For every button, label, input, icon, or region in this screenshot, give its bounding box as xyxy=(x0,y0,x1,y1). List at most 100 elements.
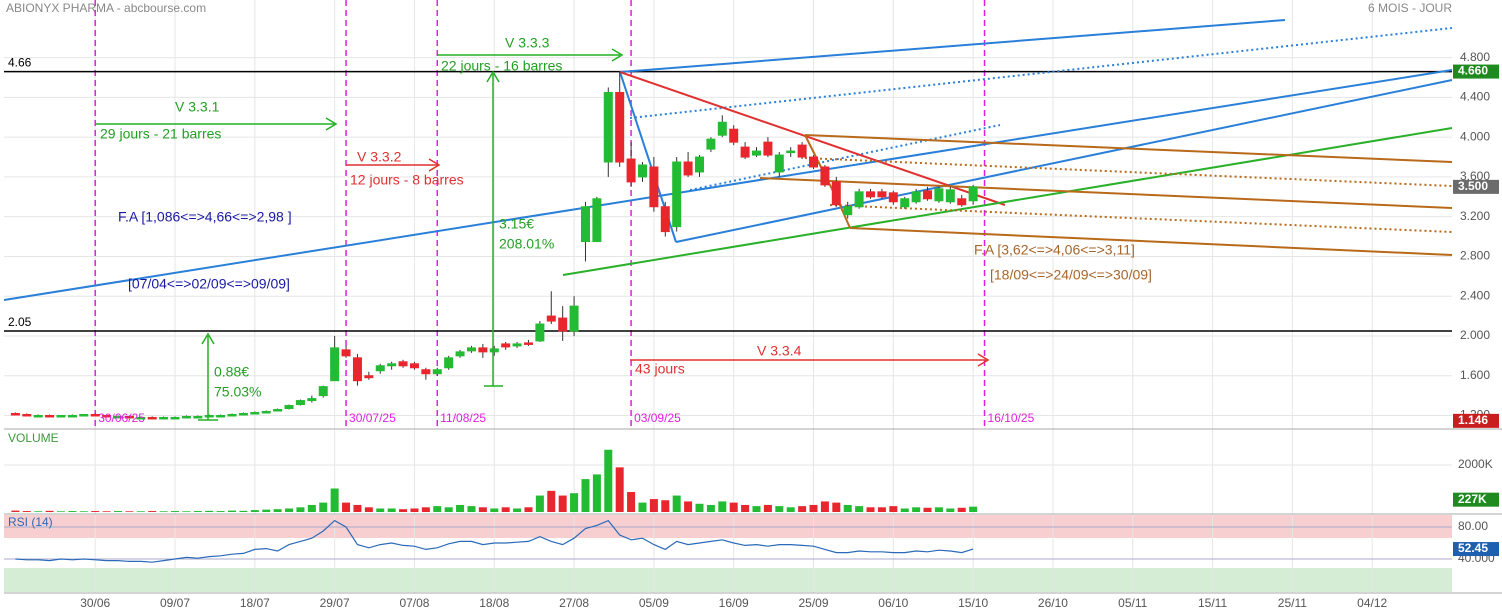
candle-body xyxy=(444,357,454,369)
annotation: F.A [3,62<=>4,06<=>3,11] xyxy=(974,242,1135,258)
candle-body xyxy=(489,348,499,353)
candle-body xyxy=(512,343,522,347)
candle-body xyxy=(409,363,419,369)
candle-body xyxy=(330,347,340,382)
volume-bar xyxy=(342,502,351,512)
candle-body xyxy=(683,161,693,176)
candle-body xyxy=(432,369,442,375)
candle-body xyxy=(398,361,408,367)
volume-bar xyxy=(57,511,66,512)
x-tick-label: 30/06 xyxy=(80,596,110,610)
candle-body xyxy=(672,161,682,228)
volume-bar xyxy=(148,511,157,512)
candle-body xyxy=(307,398,317,402)
y-tick-label: 1.600 xyxy=(1460,368,1490,382)
candle-body xyxy=(888,192,898,203)
volume-bar xyxy=(900,508,909,512)
volume-bar xyxy=(205,510,214,512)
x-tick-label: 05/09 xyxy=(639,596,669,610)
last-price-badge xyxy=(1453,179,1499,194)
volume-bar xyxy=(786,507,795,512)
volume-bar xyxy=(410,508,419,512)
candle-body xyxy=(159,416,169,420)
rsi-badge xyxy=(1453,542,1499,557)
y-tick-label: 2000K xyxy=(1458,457,1493,471)
candle-body xyxy=(364,375,374,379)
x-tick-label: 15/10 xyxy=(958,596,988,610)
hline-label: 2.05 xyxy=(8,315,32,329)
volume-bar xyxy=(102,511,111,512)
rsi-badge-label: 52.45 xyxy=(1458,541,1488,555)
candle-body xyxy=(615,91,625,163)
candle-body xyxy=(261,411,271,414)
volume-bar xyxy=(239,510,248,512)
candle-body xyxy=(33,414,43,418)
candle-body xyxy=(136,416,146,420)
volume-bar xyxy=(763,504,772,512)
x-tick-label: 16/09 xyxy=(719,596,749,610)
candle-body xyxy=(729,128,739,143)
volume-bar xyxy=(364,507,373,512)
annotation: 29 jours - 21 barres xyxy=(100,126,221,142)
y-tick-label: 4.400 xyxy=(1460,90,1490,104)
volume-bar xyxy=(330,488,339,512)
volume-bar xyxy=(193,511,202,512)
candle-body xyxy=(295,400,305,406)
volume-bar xyxy=(524,507,533,512)
volume-badge xyxy=(1453,492,1499,507)
volume-bar xyxy=(923,507,932,512)
candle-body xyxy=(466,347,476,352)
volume-bar xyxy=(832,502,841,512)
vline-label: 03/09/25 xyxy=(634,411,681,425)
candle-body xyxy=(79,413,89,417)
candle-body xyxy=(273,409,283,412)
candle-body xyxy=(227,413,237,417)
candle-body xyxy=(10,412,20,416)
volume-bar xyxy=(467,506,476,512)
candle-body xyxy=(752,150,762,156)
candle-body xyxy=(843,206,853,216)
candle-body xyxy=(831,181,841,206)
candle-body xyxy=(877,191,887,198)
candle-body xyxy=(170,416,180,420)
volume-bar xyxy=(307,504,316,512)
low-badge xyxy=(1453,413,1499,428)
candle-body xyxy=(124,415,134,419)
volume-bar xyxy=(387,508,396,512)
volume-bar xyxy=(741,504,750,512)
y-tick-label: 4.000 xyxy=(1460,129,1490,143)
volume-bar xyxy=(889,506,898,512)
x-tick-label: 18/08 xyxy=(479,596,509,610)
volume-bar xyxy=(855,506,864,512)
candle-body xyxy=(626,158,636,183)
candle-body xyxy=(455,351,465,357)
volume-bar xyxy=(615,467,624,512)
volume-bar xyxy=(444,507,453,512)
volume-bar xyxy=(672,495,681,512)
volume-bar xyxy=(273,509,282,512)
volume-bar xyxy=(262,509,271,512)
candle-body xyxy=(102,414,112,418)
x-tick-label: 27/08 xyxy=(559,596,589,610)
volume-bar xyxy=(34,511,43,512)
candle-body xyxy=(535,323,545,342)
vline-label: 16/10/25 xyxy=(988,411,1035,425)
candle-body xyxy=(957,198,967,206)
volume-bar xyxy=(11,510,20,512)
volume-bar xyxy=(45,510,54,512)
candle-body xyxy=(558,317,568,332)
candle-body xyxy=(56,414,66,418)
annotation-arrows xyxy=(95,48,990,421)
volume-bar xyxy=(729,502,738,512)
volume-bar xyxy=(957,507,966,512)
annotation: 12 jours - 8 barres xyxy=(350,172,464,188)
volume-bar xyxy=(798,506,807,512)
candle-body xyxy=(318,386,328,397)
candle-body xyxy=(341,349,351,357)
chart-subtitle: 6 MOIS - JOUR xyxy=(1368,1,1452,15)
candle-body xyxy=(809,156,819,168)
volume-bar xyxy=(91,511,100,512)
y-tick-label: 3.200 xyxy=(1460,209,1490,223)
volume-bar xyxy=(285,508,294,512)
candle-body xyxy=(923,190,933,200)
